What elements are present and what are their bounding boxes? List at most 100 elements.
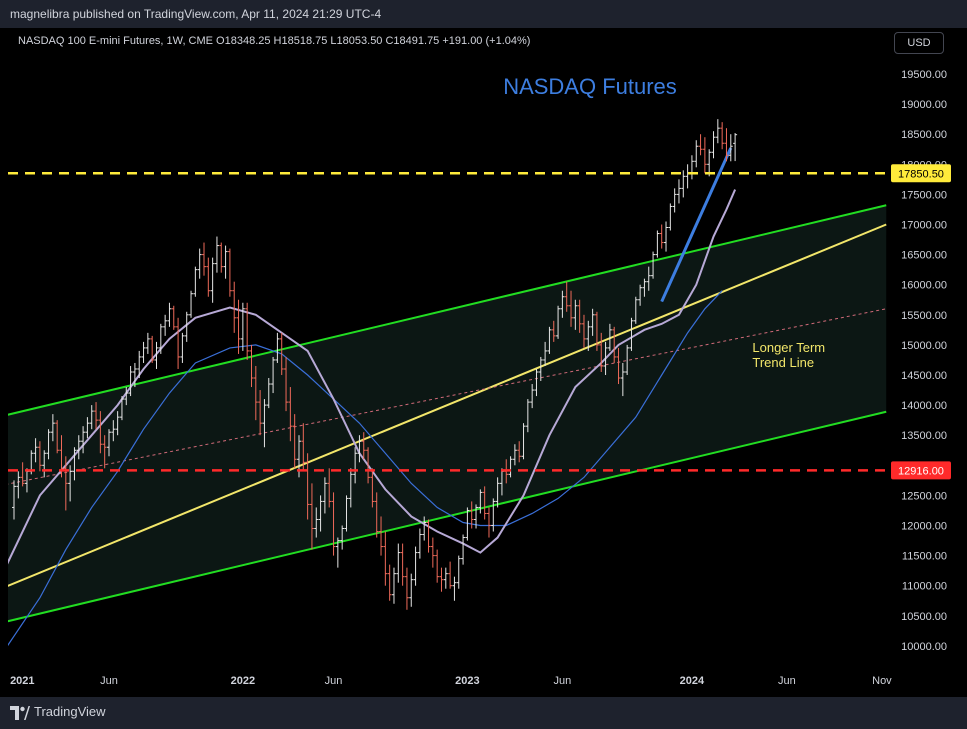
ohlc-bar (694, 140, 699, 168)
y-tick-label: 19000.00 (901, 99, 947, 111)
ohlc-bar (176, 317, 181, 369)
ohlc-bar (249, 344, 254, 388)
ohlc-bar (651, 251, 656, 279)
footer-bar: TradingView (0, 697, 967, 729)
ohlc-bar (530, 384, 535, 409)
ohlc-bar (102, 435, 107, 469)
ohlc-bar (512, 444, 517, 466)
y-tick-label: 15500.00 (901, 310, 947, 322)
ohlc-bar (599, 332, 604, 372)
ohlc-bar (469, 501, 474, 529)
ohlc-bar (400, 543, 405, 586)
ohlc-bar (111, 420, 116, 442)
x-tick-label: Jun (325, 675, 343, 687)
x-tick-label: 2023 (455, 675, 479, 687)
price-chart[interactable]: NASDAQ Futures Longer Term Trend Line 10000… (8, 28, 959, 697)
ohlc-bar (154, 341, 159, 369)
ohlc-bar (625, 344, 630, 375)
ohlc-bar (106, 429, 111, 457)
ohlc-bar (422, 516, 427, 541)
ohlc-bar (124, 387, 129, 406)
ohlc-bar (629, 317, 634, 351)
trend-line-longer-term-trend (8, 223, 887, 587)
ohlc-bar (344, 495, 349, 532)
ohlc-bar (271, 356, 276, 394)
ohlc-bar (603, 341, 608, 375)
ohlc-bar (430, 537, 435, 568)
ohlc-bar (564, 281, 569, 312)
ohlc-bar (383, 531, 388, 586)
ohlc-bar (309, 483, 314, 550)
ohlc-bar (607, 323, 612, 351)
ohlc-bar (37, 441, 42, 472)
ohlc-bar (72, 447, 77, 481)
ohlc-bar (413, 546, 418, 586)
x-tick-label: Jun (554, 675, 572, 687)
ohlc-bar (720, 122, 725, 150)
chart-panel[interactable]: NASDAQ Futures Longer Term Trend Line 10000… (8, 28, 959, 697)
ohlc-bar (439, 567, 444, 592)
trend-line-short-term-trend (660, 147, 733, 303)
ohlc-bar (443, 567, 448, 589)
ohlc-bar (158, 323, 163, 354)
ohlc-bar (240, 302, 245, 351)
ohlc-bar (214, 236, 219, 273)
ohlc-bar (219, 242, 224, 273)
y-tick-label: 19500.00 (901, 69, 947, 81)
ohlc-bar (581, 314, 586, 348)
ohlc-bar (478, 489, 483, 514)
tradingview-logo-icon[interactable] (10, 706, 30, 720)
ohlc-bar (223, 245, 228, 279)
ohlc-bar (141, 341, 146, 363)
ohlc-bar (374, 492, 379, 538)
symbol-ohlc-legend: NASDAQ 100 E-mini Futures, 1W, CME O1834… (18, 35, 531, 47)
ohlc-bar (733, 133, 738, 162)
ohlc-bar (577, 299, 582, 333)
ohlc-bar (89, 405, 94, 430)
ohlc-bar (426, 519, 431, 553)
ohlc-bar (586, 320, 591, 351)
ohlc-bar (206, 257, 211, 297)
ohlc-bar (357, 435, 362, 463)
y-tick-label: 12000.00 (901, 521, 947, 533)
ohlc-bar (417, 528, 422, 559)
y-tick-label: 18500.00 (901, 129, 947, 141)
ohlc-bar (232, 281, 237, 333)
ohlc-bar (508, 456, 513, 478)
ohlc-bar (167, 302, 172, 327)
ohlc-bar (314, 507, 319, 538)
ohlc-bar (379, 516, 384, 556)
currency-button[interactable]: USD (894, 32, 944, 54)
ohlc-bar (361, 432, 366, 460)
ohlc-bar (491, 498, 496, 532)
ma-slow-line (8, 290, 723, 647)
ohlc-bar (456, 555, 461, 589)
tradingview-brand[interactable]: TradingView (34, 704, 106, 719)
ohlc-bar (409, 573, 414, 607)
ohlc-bar (659, 224, 664, 249)
ohlc-bar (245, 302, 250, 360)
ohlc-bar (119, 396, 124, 421)
plot-area (8, 119, 887, 647)
y-tick-label: 15000.00 (901, 340, 947, 352)
ohlc-bar (676, 179, 681, 204)
ohlc-bar (685, 164, 690, 189)
ohlc-bar (266, 378, 271, 409)
ohlc-bar (655, 230, 660, 258)
x-tick-label: 2024 (680, 675, 705, 687)
ohlc-bar (128, 365, 133, 397)
ohlc-bar (461, 534, 466, 565)
ohlc-bar (668, 203, 673, 231)
ohlc-bar (279, 332, 284, 375)
ohlc-bar (711, 131, 716, 159)
y-tick-label: 16500.00 (901, 250, 947, 262)
y-tick-label: 14500.00 (901, 370, 947, 382)
trend-line-channel-upper (8, 204, 887, 416)
ohlc-bar (534, 368, 539, 397)
ohlc-bar (573, 299, 578, 330)
ohlc-bar (465, 507, 470, 541)
x-tick-label: Jun (778, 675, 796, 687)
chart-title: NASDAQ Futures (503, 74, 677, 99)
ohlc-bar (702, 137, 707, 174)
ohlc-bar (331, 492, 336, 556)
